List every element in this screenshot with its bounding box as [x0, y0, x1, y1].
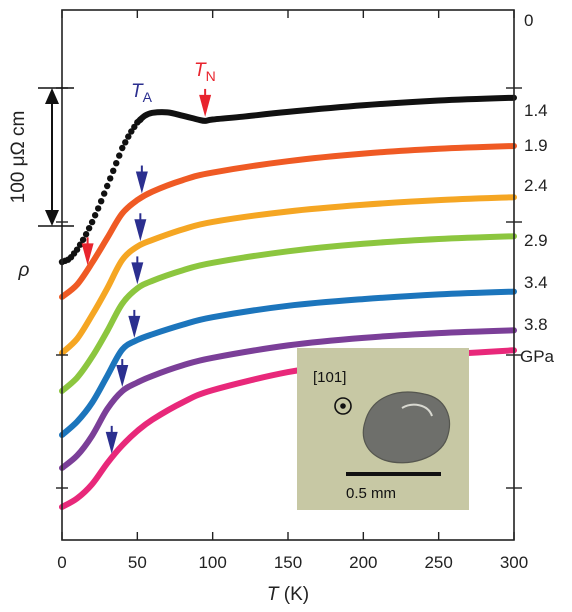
transition-markers — [81, 88, 212, 454]
pressure-label: 3.8 — [524, 315, 548, 334]
pressure-label: 2.4 — [524, 176, 548, 195]
ta-arrow-marker — [131, 262, 144, 285]
curves-layer — [58, 94, 517, 510]
ta-arrow-marker — [128, 315, 141, 338]
data-point — [113, 160, 120, 167]
data-point — [85, 224, 93, 232]
pressure-label: 2.9 — [524, 231, 548, 250]
tn-label: TN — [194, 60, 216, 84]
ta-arrow-marker — [105, 431, 118, 454]
tn-arrow-marker — [81, 243, 94, 266]
series-line-3.4 — [59, 327, 517, 471]
tn-arrow-marker — [199, 94, 212, 117]
data-point — [82, 231, 90, 238]
ta-arrow-marker — [116, 365, 129, 388]
x-tick-label: 250 — [424, 553, 452, 572]
pressure-unit-label: GPa — [520, 347, 555, 366]
data-point — [137, 116, 144, 123]
x-ticks: 0 50 100 150 200 250 300 — [57, 10, 528, 572]
series-line-1.4 — [59, 143, 517, 300]
crystal-sample — [362, 391, 451, 464]
data-point — [91, 212, 99, 219]
scale-bar-arrow-up — [45, 88, 59, 104]
ta-arrow-marker — [135, 171, 148, 194]
pressure-label: 0 — [524, 11, 533, 30]
series-line-0 — [134, 94, 517, 126]
data-point — [79, 236, 87, 243]
data-point — [110, 167, 117, 174]
pressure-label: 1.9 — [524, 136, 548, 155]
data-point — [122, 139, 129, 146]
data-point — [125, 133, 132, 140]
data-point — [73, 246, 81, 253]
series-line-1.9 — [59, 194, 517, 356]
ta-arrow-marker — [134, 219, 147, 242]
pressure-label: 3.4 — [524, 273, 548, 292]
inset-direction-label: [101] — [313, 369, 346, 386]
pressure-labels: 0 1.4 1.9 2.4 2.9 3.4 3.8 GPa — [520, 11, 555, 366]
pressure-label: 1.4 — [524, 101, 548, 120]
data-point — [131, 123, 138, 131]
inset-scale-label: 0.5 mm — [346, 485, 396, 502]
data-point — [128, 128, 135, 135]
scale-bar-arrow-down — [45, 210, 59, 226]
x-tick-label: 150 — [274, 553, 302, 572]
direction-symbol-dot — [340, 403, 346, 409]
data-point — [107, 175, 114, 182]
resistivity-scale-bar: 100 μΩ cm — [8, 87, 74, 227]
data-point — [104, 182, 111, 190]
scale-bar-label: 100 μΩ cm — [8, 111, 29, 204]
ta-label: TA — [131, 81, 153, 105]
data-point — [100, 190, 108, 197]
data-point — [76, 241, 84, 248]
series-line-2.9 — [59, 288, 517, 438]
data-point — [119, 144, 126, 152]
crystal-highlight — [401, 403, 433, 417]
data-point — [94, 205, 102, 212]
x-tick-label: 100 — [198, 553, 226, 572]
x-axis-title: T (K) — [267, 584, 309, 605]
x-tick-label: 0 — [57, 553, 66, 572]
x-tick-label: 200 — [349, 553, 377, 572]
sample-inset: [101] 0.5 mm — [297, 348, 469, 510]
x-tick-label: 300 — [500, 553, 528, 572]
data-point — [88, 218, 96, 226]
data-point — [97, 198, 105, 205]
direction-symbol-ring — [334, 397, 352, 415]
x-tick-label: 50 — [128, 553, 147, 572]
data-point — [116, 152, 123, 159]
series-line-2.4 — [59, 233, 517, 394]
y-axis-title: ρ — [18, 260, 30, 281]
